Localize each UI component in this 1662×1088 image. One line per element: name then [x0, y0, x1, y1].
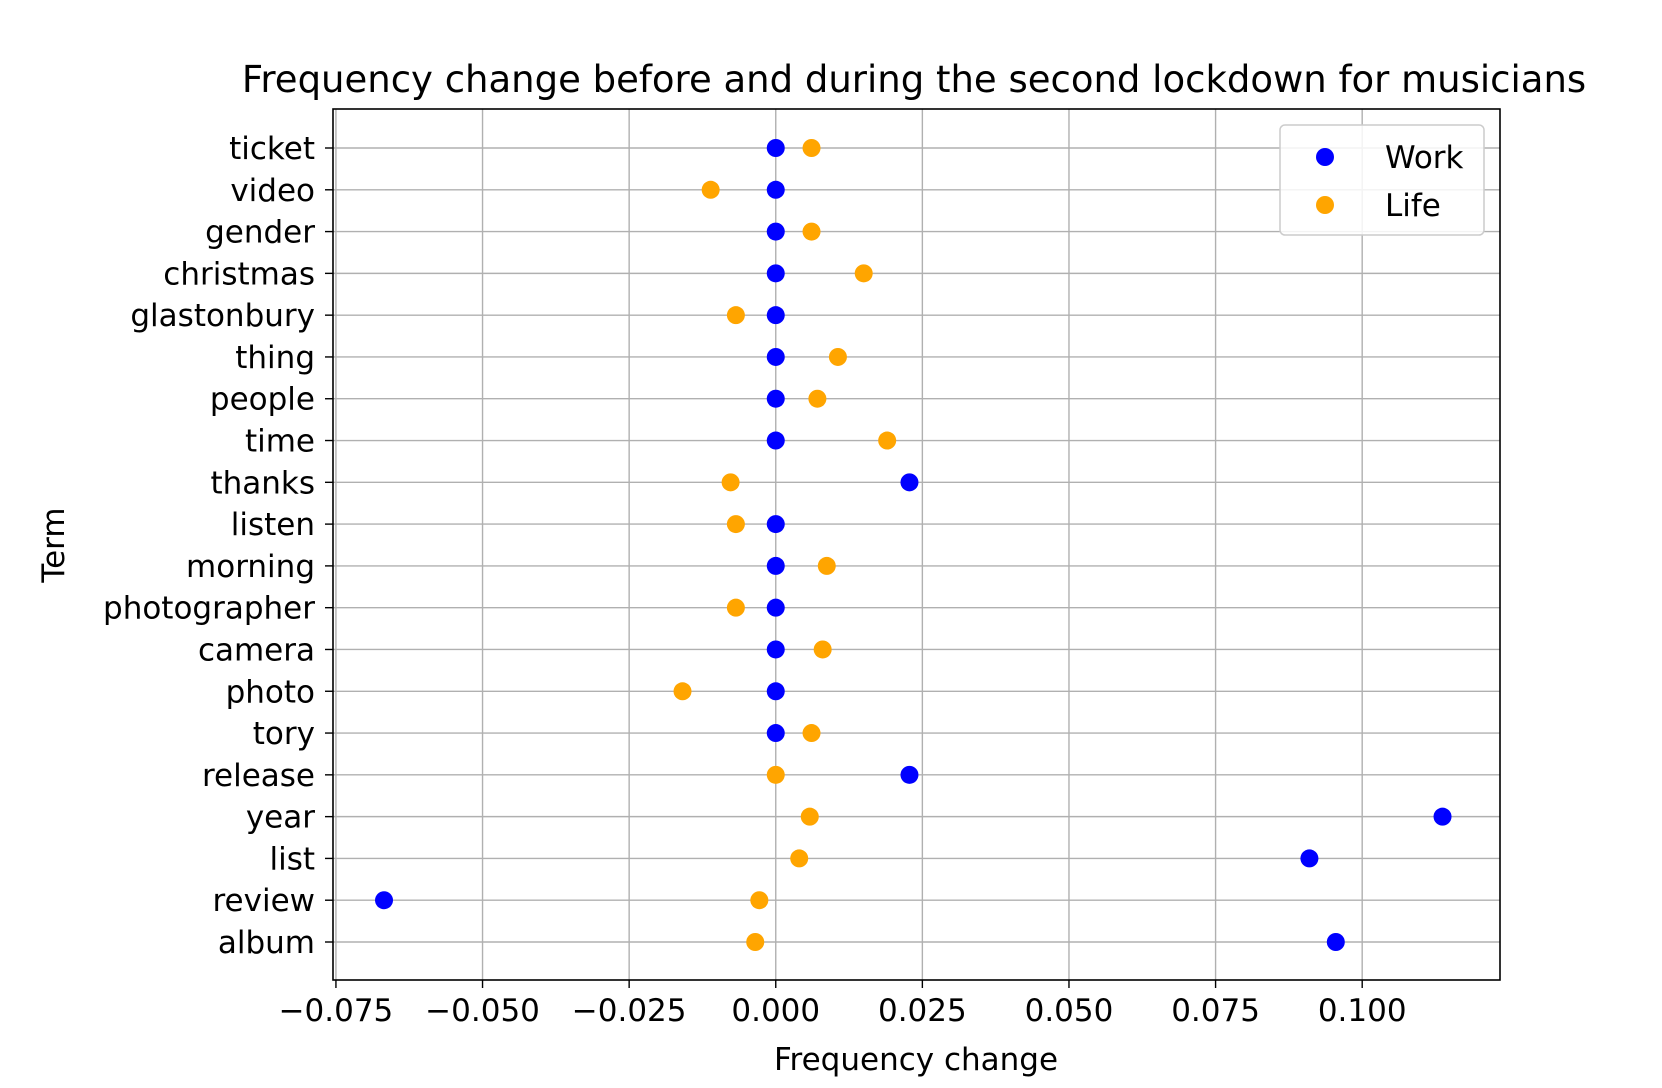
plot-frame	[332, 108, 1501, 981]
point-work	[766, 180, 785, 199]
point-life	[854, 264, 873, 283]
x-tick-label: −0.050	[425, 993, 540, 1029]
y-tick-label: year	[246, 800, 315, 836]
grid-lines	[333, 109, 1500, 980]
y-tick-label: camera	[198, 632, 315, 668]
point-work	[1300, 849, 1319, 868]
point-work	[375, 891, 394, 910]
y-tick-label: thing	[235, 340, 315, 376]
point-life	[701, 180, 720, 199]
point-life	[750, 891, 769, 910]
point-life	[746, 933, 765, 951]
y-tick-label: ticket	[229, 131, 315, 167]
point-work	[766, 139, 785, 157]
x-tick-labels: −0.075 −0.050 −0.025 0.000 0.025 0.050 0.075 0.…	[279, 980, 1407, 1029]
x-tick-label: −0.075	[279, 993, 394, 1029]
point-life	[721, 473, 740, 492]
x-tick-label: 0.000	[731, 993, 820, 1029]
y-tick-labels: album review list year release tory photo camer…	[103, 131, 333, 961]
y-tick-label: christmas	[163, 256, 315, 292]
point-work	[1326, 933, 1345, 951]
legend-marker-life	[1316, 196, 1334, 214]
y-tick-label: people	[210, 382, 315, 418]
legend-marker-work	[1316, 148, 1334, 166]
x-tick-label: 0.100	[1318, 993, 1407, 1029]
point-life	[790, 849, 809, 868]
y-tick-label: gender	[205, 215, 315, 251]
point-life	[817, 556, 836, 575]
data-points	[375, 139, 1452, 951]
point-life	[802, 139, 821, 157]
y-tick-label: listen	[231, 507, 315, 543]
point-work	[766, 431, 785, 450]
point-work	[766, 306, 785, 325]
point-life	[878, 431, 897, 450]
y-tick-label: glastonbury	[130, 298, 315, 334]
x-tick-label: 0.050	[1025, 993, 1114, 1029]
x-tick-label: 0.075	[1171, 993, 1260, 1029]
y-tick-label: tory	[253, 716, 315, 752]
point-work	[1433, 807, 1452, 826]
point-life	[802, 222, 821, 241]
point-work	[900, 765, 919, 784]
y-tick-label: release	[202, 758, 315, 794]
point-life	[726, 515, 745, 534]
y-axis-label: Term	[36, 507, 72, 583]
point-life	[726, 306, 745, 325]
point-work	[766, 640, 785, 659]
point-work	[766, 222, 785, 241]
point-work	[766, 515, 785, 534]
point-work	[766, 724, 785, 743]
y-tick-label: photo	[226, 674, 315, 710]
x-tick-label: −0.025	[572, 993, 687, 1029]
point-life	[813, 640, 832, 659]
point-work	[766, 347, 785, 366]
point-life	[808, 389, 827, 408]
y-tick-label: morning	[186, 549, 315, 585]
y-tick-label: video	[230, 173, 315, 209]
y-tick-label: photographer	[103, 591, 315, 627]
point-work	[766, 682, 785, 701]
y-tick-label: album	[218, 925, 315, 961]
point-work	[766, 598, 785, 617]
legend-label-work: Work	[1385, 140, 1464, 176]
y-tick-label: thanks	[210, 465, 315, 501]
legend: Work Life	[1279, 124, 1485, 236]
legend-label-life: Life	[1385, 188, 1441, 224]
point-life	[673, 682, 692, 701]
x-tick-label: 0.025	[878, 993, 967, 1029]
point-life	[766, 765, 785, 784]
y-tick-label: list	[269, 841, 315, 877]
point-work	[766, 264, 785, 283]
point-work	[900, 473, 919, 492]
chart-title: Frequency change before and during the s…	[242, 58, 1586, 101]
point-work	[766, 556, 785, 575]
point-life	[800, 807, 819, 826]
y-tick-label: time	[245, 424, 315, 460]
x-axis-label: Frequency change	[774, 1042, 1058, 1078]
point-life	[726, 598, 745, 617]
point-life	[828, 347, 847, 366]
point-work	[766, 389, 785, 408]
point-life	[802, 724, 821, 743]
y-tick-label: review	[212, 883, 315, 919]
